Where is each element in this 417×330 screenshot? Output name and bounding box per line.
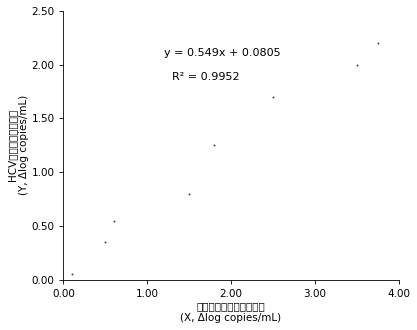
Point [211, 143, 218, 148]
Point [111, 218, 117, 223]
Y-axis label: HCV血浆核酸量的下降
(Y, Δlog copies/mL): HCV血浆核酸量的下降 (Y, Δlog copies/mL) [7, 95, 28, 195]
Point [186, 191, 193, 196]
Text: y = 0.549x + 0.0805: y = 0.549x + 0.0805 [164, 48, 281, 58]
X-axis label: 假病毒颗粒核酸量的下降
(X, Δlog copies/mL): 假病毒颗粒核酸量的下降 (X, Δlog copies/mL) [181, 302, 281, 323]
Point [353, 62, 360, 67]
Text: R² = 0.9952: R² = 0.9952 [172, 72, 240, 82]
Point [269, 94, 276, 100]
Point [68, 272, 75, 277]
Point [374, 41, 381, 46]
Point [102, 239, 109, 245]
